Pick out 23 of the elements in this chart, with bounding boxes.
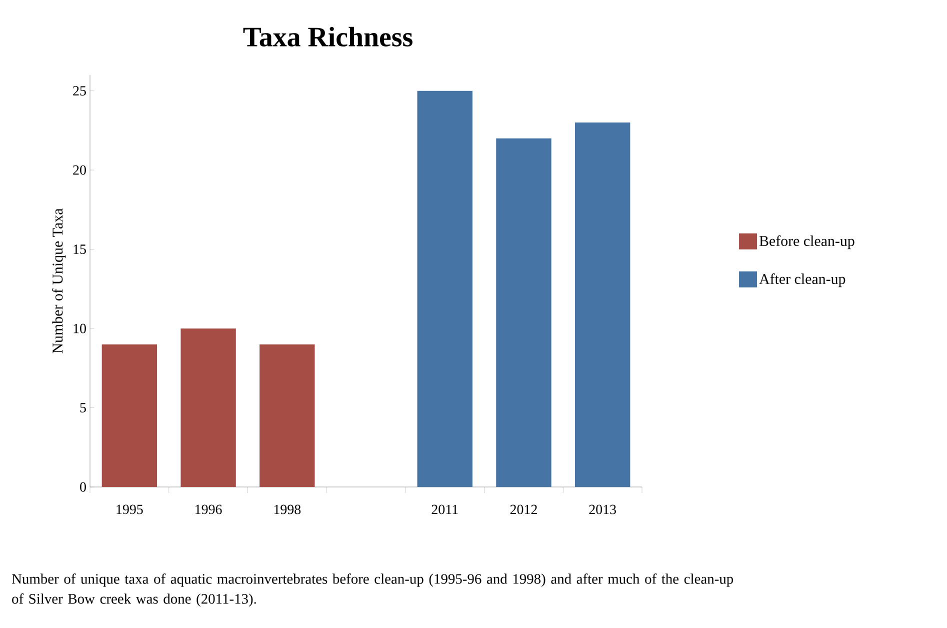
y-tick-label: 0 <box>80 482 86 492</box>
legend-label: Before clean-up <box>759 235 854 250</box>
y-tick-label: 25 <box>73 86 86 96</box>
bar <box>417 90 472 487</box>
bar <box>574 122 630 487</box>
x-tick-label: 1995 <box>116 504 143 514</box>
x-tick-label: 2011 <box>432 504 458 514</box>
bar <box>260 344 315 487</box>
bar <box>496 138 552 487</box>
y-tick-label: 10 <box>74 324 86 334</box>
y-tick-label: 20 <box>73 165 86 175</box>
x-tick-label: 1996 <box>196 504 222 514</box>
bar <box>102 344 158 487</box>
y-tick-label: 5 <box>80 403 86 412</box>
x-tick-label: 2012 <box>510 504 537 514</box>
y-axis-title: Number of Unique Taxa <box>52 208 66 354</box>
y-tick-label: 15 <box>74 244 86 254</box>
x-tick-label: 2013 <box>589 504 616 514</box>
bar <box>180 328 236 487</box>
text: Number of unique taxa of aquatic macroinvertebrates before clean-up (1995-96 and 1998) and after much of the clean-up of Silver Bow creek was done (2011-13). <box>12 574 734 607</box>
legend-label: After clean-up <box>759 273 846 288</box>
chart-title: Taxa Richness <box>243 26 412 46</box>
x-tick-label: 1998 <box>274 504 301 514</box>
